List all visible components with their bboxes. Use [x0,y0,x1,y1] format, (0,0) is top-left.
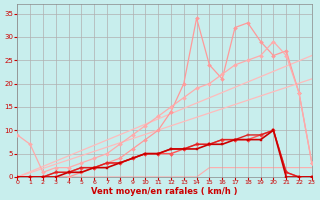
X-axis label: Vent moyen/en rafales ( km/h ): Vent moyen/en rafales ( km/h ) [91,187,238,196]
